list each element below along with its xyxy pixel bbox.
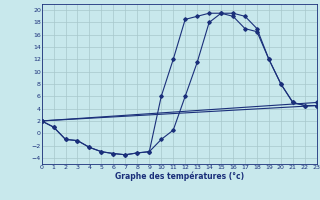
X-axis label: Graphe des températures (°c): Graphe des températures (°c) [115, 171, 244, 181]
